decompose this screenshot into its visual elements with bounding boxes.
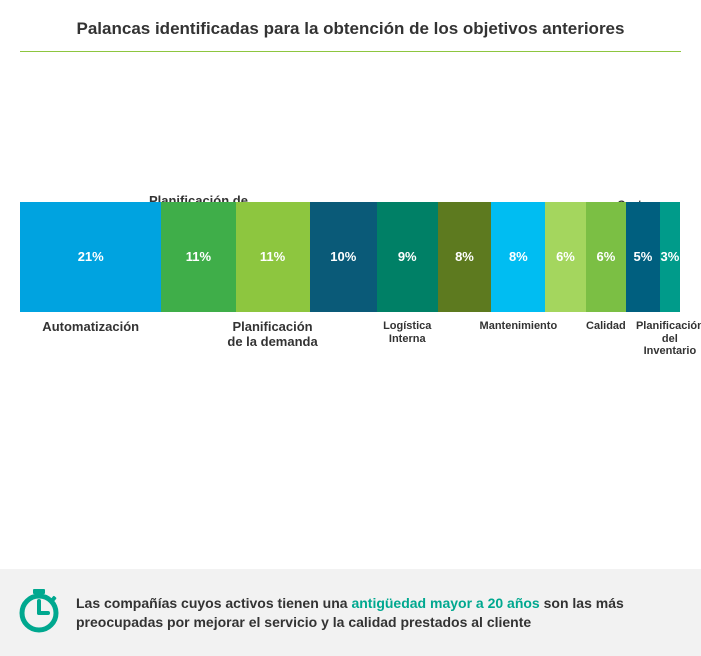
segment-label: LogísticaInterna xyxy=(383,320,431,345)
page-title: Palancas identificadas para la obtención… xyxy=(20,18,681,51)
bar-segment: 21% xyxy=(20,202,161,312)
bar-segment: 3% xyxy=(660,202,680,312)
bar-row: 21%11%11%10%9%8%8%6%6%5%3% xyxy=(20,202,680,312)
segment-label: Planificaciónde la demanda xyxy=(227,320,317,350)
bar-segment: 11% xyxy=(236,202,310,312)
bar-segment: 8% xyxy=(438,202,492,312)
bar-segment: 10% xyxy=(310,202,377,312)
bar-segment: 5% xyxy=(626,202,660,312)
segment-label: Automatización xyxy=(42,320,139,335)
callout-highlight: antigüedad mayor a 20 años xyxy=(351,595,539,611)
callout-box: Las compañías cuyos activos tienen una a… xyxy=(0,569,701,656)
bar-segment: 6% xyxy=(586,202,626,312)
stacked-bar-chart: Planificación dela producciónProducciónA… xyxy=(20,142,681,402)
title-rule xyxy=(20,51,681,52)
segment-label: PlanificacióndelInventario xyxy=(636,320,701,358)
stopwatch-icon xyxy=(14,585,64,640)
segment-label: Mantenimiento xyxy=(480,320,558,333)
labels-bottom: Automatización Planificaciónde la demanda… xyxy=(20,320,681,380)
bar-segment: 11% xyxy=(161,202,235,312)
callout-text-before: Las compañías cuyos activos tienen una xyxy=(76,595,351,611)
bar-segment: 6% xyxy=(545,202,585,312)
bar-segment: 8% xyxy=(491,202,545,312)
bar-segment: 9% xyxy=(377,202,438,312)
segment-label: Calidad xyxy=(586,320,626,333)
callout-text: Las compañías cuyos activos tienen una a… xyxy=(76,594,681,632)
